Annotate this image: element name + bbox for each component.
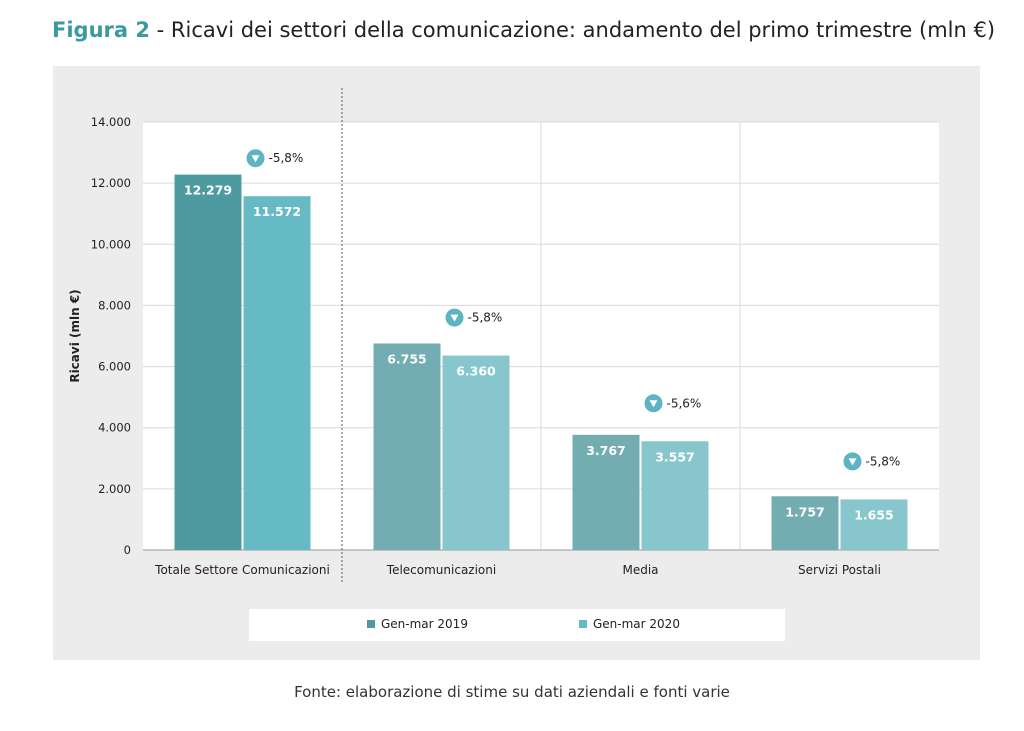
legend-swatch-2019 (367, 620, 375, 628)
x-tick-label: Media (622, 563, 658, 577)
down-arrow-glyph (450, 314, 459, 322)
figure-title: Figura 2 - Ricavi dei settori della comu… (52, 18, 995, 42)
down-arrow-glyph (649, 400, 658, 408)
down-arrow-glyph (848, 458, 857, 466)
x-tick-label: Totale Settore Comunicazioni (154, 563, 330, 577)
legend-label-2019: Gen-mar 2019 (381, 617, 468, 631)
source-note: Fonte: elaborazione di stime su dati azi… (294, 683, 730, 701)
change-badge-bg (650, 394, 711, 413)
bar-2019 (373, 343, 441, 550)
change-percent-label: -5,8% (269, 151, 304, 165)
bar-2020 (641, 441, 709, 550)
y-tick-label: 12.000 (91, 176, 131, 190)
figure-title-text: - Ricavi dei settori della comunicazione… (156, 18, 996, 42)
y-tick-label: 2.000 (98, 482, 131, 496)
y-tick-label: 8.000 (98, 298, 131, 312)
legend-label-2020: Gen-mar 2020 (593, 617, 680, 631)
change-badge-bg (451, 308, 512, 327)
y-tick-label: 14.000 (91, 115, 131, 129)
legend-swatch-2020 (579, 620, 587, 628)
figure-number: Figura 2 (52, 18, 150, 42)
x-tick-label: Telecomunicazioni (386, 563, 496, 577)
y-tick-label: 10.000 (91, 237, 131, 251)
legend-item-2020: Gen-mar 2020 (579, 617, 680, 631)
change-percent-label: -5,8% (866, 454, 901, 468)
bar-2020 (840, 499, 908, 550)
bar-2019 (771, 496, 839, 550)
down-arrow-glyph (251, 155, 260, 163)
y-tick-label: 0 (124, 543, 131, 557)
bar-value-label: 12.279 (184, 183, 232, 198)
chart-panel: 0 2.000 4.000 6.000 8.000 10.000 12.000 14.000 R… (53, 66, 980, 660)
y-tick-label: 4.000 (98, 421, 131, 435)
bar-value-label: 3.557 (655, 449, 695, 464)
bar-value-label: 3.767 (586, 443, 626, 458)
change-badge-bg (252, 149, 313, 168)
change-badge-bg (849, 452, 910, 471)
bar-value-label: 11.572 (253, 204, 301, 219)
change-percent-label: -5,6% (667, 396, 702, 410)
bar-2020 (442, 355, 510, 550)
legend-item-2019: Gen-mar 2019 (367, 617, 468, 631)
bar-value-label: 6.755 (387, 351, 427, 366)
bar-chart: 0 2.000 4.000 6.000 8.000 10.000 12.000 14.000 R… (68, 88, 939, 584)
chart-legend: Gen-mar 2019 Gen-mar 2020 (249, 609, 785, 641)
bar-value-label: 1.757 (785, 504, 825, 519)
bar-2019 (174, 174, 242, 550)
bar-value-label: 1.655 (854, 507, 894, 522)
y-tick-label: 6.000 (98, 360, 131, 374)
y-axis-title: Ricavi (mln €) (68, 289, 82, 382)
x-tick-label: Servizi Postali (798, 563, 881, 577)
bar-2019 (572, 434, 640, 550)
bar-2020 (243, 196, 311, 551)
change-percent-label: -5,8% (468, 311, 503, 325)
bar-value-label: 6.360 (456, 364, 496, 379)
